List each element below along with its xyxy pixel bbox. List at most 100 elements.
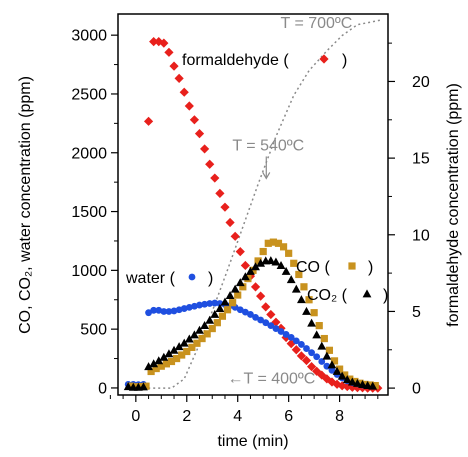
co2-point [342, 375, 352, 384]
formaldehyde-legend-marker [319, 54, 329, 64]
formaldehyde-point [256, 291, 266, 301]
water-point [196, 301, 203, 309]
co2-point [205, 315, 215, 324]
co-point [285, 249, 293, 257]
x-tick-label: 0 [131, 408, 140, 425]
co2-point [307, 318, 316, 327]
water-point [211, 299, 219, 307]
x-tick-label: 8 [335, 408, 344, 425]
axis-ticks: 0 2 4 6 8 0 500 1000 1500 2000 2500 3000 0 5 10 15 20 [71, 28, 429, 425]
co-point [274, 239, 283, 247]
water-point [318, 358, 326, 365]
co2-point [225, 291, 235, 300]
co-point [239, 283, 247, 291]
water-point [313, 353, 321, 361]
co-point [315, 322, 323, 330]
co2-point [353, 378, 362, 387]
co2-point [230, 284, 240, 293]
formaldehyde-point [159, 38, 169, 48]
y-right-axis-title: formaldehyde concentration (ppm) [445, 83, 462, 327]
water-point [267, 322, 275, 330]
y-left-tick-label: 0 [98, 380, 107, 397]
co2-point [195, 325, 204, 334]
formaldehyde-point [189, 115, 200, 125]
co-point [152, 364, 160, 373]
co-point [234, 291, 242, 299]
water-point [308, 349, 315, 357]
formaldehyde-point [230, 231, 240, 241]
co2-point [281, 266, 291, 275]
co-point [132, 383, 140, 391]
co-point [290, 259, 298, 267]
formaldehyde-point [184, 101, 194, 111]
water-point [262, 319, 270, 327]
co-point [366, 381, 374, 389]
formaldehyde-point [261, 302, 271, 312]
co2-point [286, 275, 296, 284]
formaldehyde-point [164, 47, 174, 57]
co2-legend-marker [362, 289, 372, 298]
water-point [175, 306, 183, 314]
co2-point [358, 380, 367, 389]
formaldehyde-point [169, 61, 179, 71]
x-tick-label: 2 [182, 408, 191, 425]
co2-point [256, 258, 266, 267]
water-point [272, 325, 280, 332]
legend-label: water ( [125, 270, 176, 287]
formaldehyde-point [225, 217, 235, 228]
water-point [247, 311, 254, 318]
co-point [269, 238, 277, 246]
co-point [127, 382, 135, 390]
water-point [257, 316, 265, 324]
formaldehyde-point [296, 351, 306, 361]
y-left-tick-label: 1500 [71, 204, 107, 221]
formaldehyde-point [291, 345, 301, 355]
y-right-tick-label: 5 [412, 304, 421, 321]
legend-close: ) [342, 52, 347, 69]
y-right-tick-label: 15 [412, 151, 430, 168]
water-point [236, 306, 244, 314]
formaldehyde-point [266, 309, 276, 320]
co-point [183, 347, 191, 356]
co-point [330, 357, 339, 365]
co-point [198, 334, 206, 343]
co2-point [368, 381, 378, 390]
co-point [325, 346, 334, 354]
co2-point [347, 377, 357, 386]
co2-point [337, 371, 347, 380]
co-point [351, 377, 359, 386]
co2-point [251, 262, 260, 271]
formaldehyde-point [306, 362, 317, 372]
co2-point [174, 342, 184, 351]
formaldehyde-point [286, 339, 296, 349]
data-marks [123, 36, 383, 393]
x-axis-title: time (min) [217, 433, 288, 450]
formaldehyde-point [250, 282, 261, 292]
co2-point [210, 309, 220, 318]
water-legend-marker [188, 273, 196, 281]
water-point [185, 303, 193, 311]
co2-point [139, 382, 148, 391]
annotation-arrow-head [262, 172, 271, 180]
temperature-annotation: ←T = 400ºC [228, 371, 316, 388]
water-point [328, 366, 336, 374]
co-point [356, 379, 364, 387]
legend-entry-formaldehyde: formaldehyde () [182, 52, 347, 69]
co-point [162, 360, 170, 368]
legend: formaldehyde ()CO ()CO₂ ()water () [125, 52, 388, 304]
co-point [178, 351, 186, 359]
co-point [218, 312, 227, 320]
water-point [165, 308, 173, 315]
co-point [193, 339, 201, 347]
formaldehyde-point [194, 128, 205, 139]
water-point [201, 300, 209, 308]
co-point [137, 382, 145, 391]
water-point [191, 302, 198, 310]
water-point [252, 313, 259, 321]
co2-point [154, 356, 164, 365]
co2-point [179, 338, 189, 347]
y-left-tick-label: 3000 [71, 28, 107, 45]
formaldehyde-point [154, 36, 164, 47]
co2-point [184, 334, 194, 343]
co-point [279, 243, 288, 251]
